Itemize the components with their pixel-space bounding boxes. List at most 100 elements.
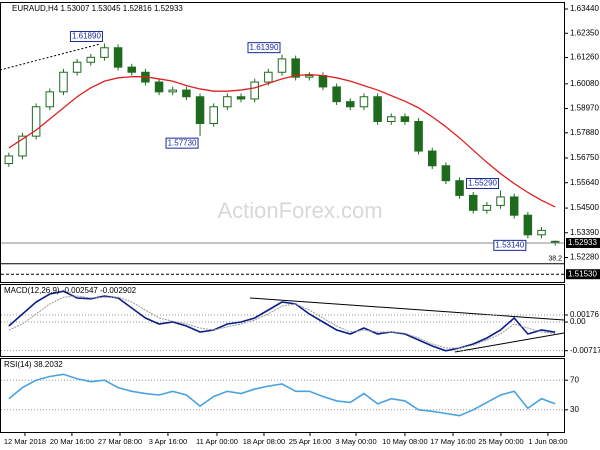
macd-value: -0.002547	[62, 286, 99, 295]
x-tick-label: 25 Apr 16:00	[289, 437, 332, 446]
candle-body	[400, 116, 410, 122]
x-tick-label: 17 May 16:00	[430, 437, 475, 446]
macd-title: MACD(12,26,9)	[4, 286, 60, 295]
annotation-label: 1.53140	[495, 240, 524, 249]
x-tick-label: 25 May 00:00	[478, 437, 523, 446]
candle-body	[455, 180, 464, 196]
main-panel	[0, 2, 565, 283]
y-tick-label: 1.53390	[570, 228, 599, 237]
candle-body	[45, 91, 55, 108]
candle-body	[31, 106, 41, 137]
symbol: EURAUD,H4	[12, 4, 59, 13]
candle-body	[427, 150, 437, 167]
y-tick-label: 1.61260	[570, 53, 599, 62]
candle-body	[250, 81, 259, 100]
candle-body	[59, 71, 68, 93]
annotation-box	[247, 42, 281, 54]
y-tick-label: 1.58970	[570, 104, 599, 113]
candle-body	[264, 71, 273, 83]
candle-body	[482, 204, 492, 211]
x-tick-label: 20 Mar 16:00	[50, 437, 94, 446]
candle-body	[18, 135, 27, 157]
fib-label: 38.2	[548, 256, 562, 263]
candle-body	[223, 96, 232, 108]
candle-body	[127, 66, 137, 73]
support-tag-label: 1.51530	[568, 269, 597, 278]
y-tick-label: 1.63440	[570, 4, 599, 13]
candle-body	[441, 165, 451, 182]
candle-body	[537, 229, 546, 236]
low: 1.52816	[123, 4, 152, 13]
x-tick-label: 1 Jun 08:00	[528, 437, 567, 446]
rsi-panel	[0, 358, 565, 433]
y-tick-label: 1.54500	[570, 203, 599, 212]
x-tick-label: 12 Mar 2018	[4, 437, 46, 446]
x-tick-label: 11 Apr 00:00	[196, 437, 238, 446]
candle-body	[318, 75, 328, 88]
candle-body	[277, 58, 287, 73]
candle-body	[496, 196, 505, 206]
candle-body	[414, 120, 423, 152]
annotation-label: 1.57730	[168, 138, 197, 147]
candle-body	[4, 155, 14, 165]
macd-trend-line	[249, 297, 565, 321]
support-tag	[566, 269, 600, 280]
close: 1.52933	[154, 4, 183, 13]
annotation-label: 1.61390	[250, 43, 279, 52]
annotation-label: 1.61890	[72, 32, 101, 41]
x-tick-label: 3 May 00:00	[335, 437, 376, 446]
open: 1.53007	[60, 4, 89, 13]
y-tick-label: 1.57880	[570, 128, 599, 137]
indicator-line	[8, 295, 556, 349]
header: EURAUD,H4 1.53007 1.53045 1.52816 1.5293…	[12, 4, 183, 13]
candle-body	[100, 47, 109, 58]
watermark: ActionForex.com	[217, 198, 382, 223]
y-tick-label: 1.62350	[570, 28, 599, 37]
x-tick-label: 18 Apr 08:00	[243, 437, 286, 446]
y-tick-label: 1.56750	[570, 153, 599, 162]
candle-body	[359, 96, 369, 108]
candle-body	[387, 116, 396, 122]
candle-body	[305, 75, 314, 78]
rsi-title: RSI(14)	[4, 360, 32, 369]
candle-body	[346, 101, 355, 108]
annotation-box	[466, 177, 500, 189]
candle-body	[468, 194, 478, 211]
candle-body	[72, 61, 82, 73]
signal-value: -0.002902	[100, 286, 137, 295]
candle-body	[86, 56, 96, 63]
annotation-label: 1.55290	[468, 179, 497, 188]
rsi-value: 38.2032	[34, 360, 63, 369]
price-tag	[566, 237, 600, 248]
y-tick-label: 1.60080	[570, 79, 599, 88]
candle-body	[182, 89, 191, 98]
candle-body	[373, 96, 382, 122]
moving-average	[8, 73, 556, 208]
indicator-line	[8, 373, 556, 417]
macd-panel	[0, 284, 565, 357]
x-tick-label: 10 May 08:00	[382, 437, 427, 446]
candle-body	[523, 214, 533, 236]
annotation-box	[69, 31, 103, 43]
candle-body	[291, 58, 300, 78]
y-tick-label: 0.00	[570, 317, 586, 326]
y-tick-label: 70	[570, 375, 579, 384]
x-tick-label: 3 Apr 16:00	[149, 437, 187, 446]
annotation-box	[493, 239, 527, 251]
candle-body	[195, 96, 205, 124]
candle-body	[168, 89, 177, 93]
macd-header: MACD(12,26,9) -0.002547 -0.002902	[4, 286, 137, 295]
candle-body	[509, 196, 519, 216]
price-tag-label: 1.52933	[568, 238, 597, 247]
trend-line	[0, 43, 101, 71]
candle-body	[154, 81, 164, 93]
candle-body	[209, 106, 218, 124]
annotation-box	[165, 137, 199, 149]
macd-trend-line	[454, 332, 565, 353]
candle-body	[332, 86, 341, 103]
candle-body	[113, 47, 123, 68]
x-tick-label: 27 Mar 08:00	[98, 437, 142, 446]
high: 1.53045	[92, 4, 121, 13]
